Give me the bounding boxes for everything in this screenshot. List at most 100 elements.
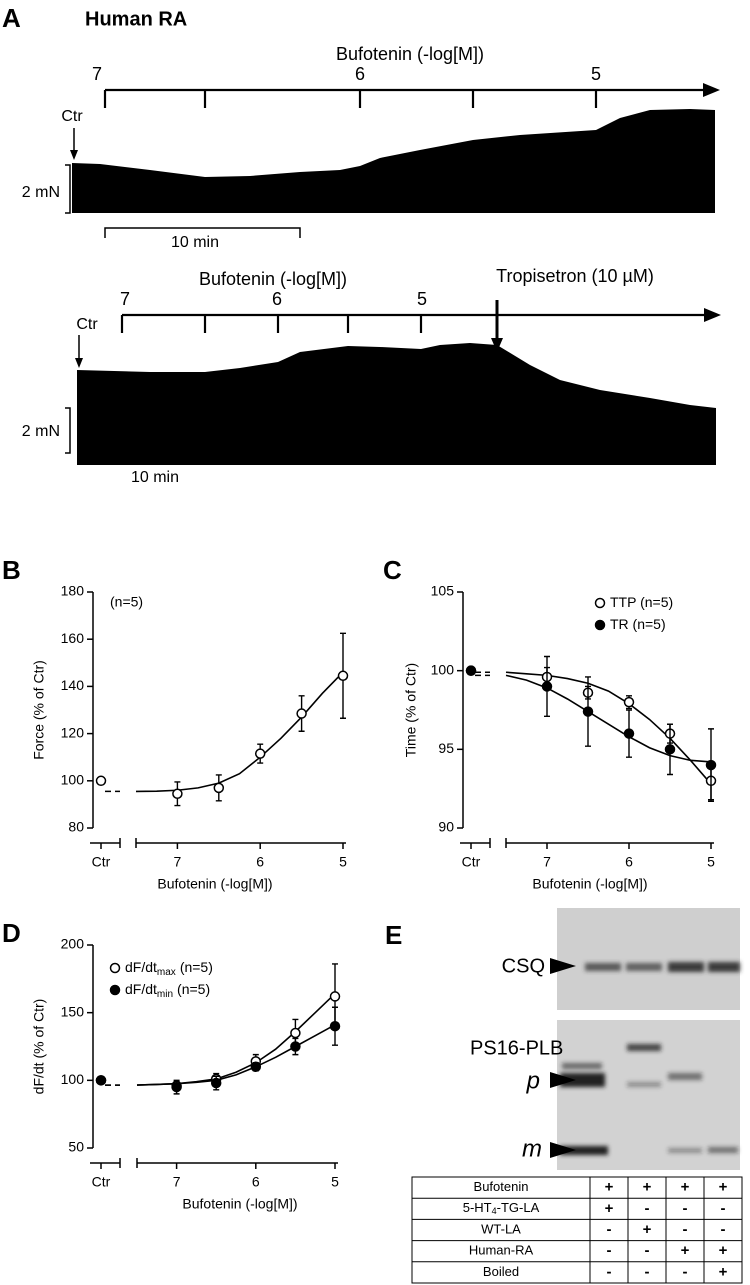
y-tick-label: 160 xyxy=(61,630,85,646)
fit-curve xyxy=(505,674,712,763)
x-axis xyxy=(136,1158,338,1168)
dose-label: 7 xyxy=(92,64,102,84)
dose-label: 5 xyxy=(591,64,601,84)
legend-label: dF/dtmax (n=5) xyxy=(125,959,213,978)
table-border xyxy=(411,1176,743,1284)
time-label: 10 min xyxy=(131,469,179,486)
scale-label: 2 mN xyxy=(22,423,60,440)
y-tick-label: 100 xyxy=(61,1071,85,1087)
drug-arrow xyxy=(491,300,503,352)
x-tick-label: Ctr xyxy=(92,1174,111,1190)
table-cell: + xyxy=(719,1179,728,1196)
x-tick-label: 7 xyxy=(543,854,551,870)
dose-label: 5 xyxy=(417,289,427,309)
y-tick-label: 180 xyxy=(61,583,85,599)
marker xyxy=(623,728,635,739)
marker xyxy=(254,748,266,759)
legend-note: (n=5) xyxy=(177,981,210,997)
row-label: Boiled xyxy=(483,1264,519,1279)
dose-label: 6 xyxy=(272,289,282,309)
row-label: WT-LA xyxy=(481,1221,521,1236)
axis-label: Bufotenin (-log[M]) xyxy=(336,44,484,64)
marker xyxy=(541,681,553,692)
y-tick-label: 150 xyxy=(61,1003,85,1019)
y-axis-title: dF/dt (% of Ctr) xyxy=(31,999,47,1095)
band-label: CSQ xyxy=(502,955,545,977)
legend-marker xyxy=(109,962,121,974)
table-cell: + xyxy=(681,1179,690,1196)
panel-label: A xyxy=(2,3,21,33)
band-arrow xyxy=(550,958,576,974)
fit-curve xyxy=(505,671,712,785)
y-tick-label: 140 xyxy=(61,677,85,693)
legend-name: dF/dt xyxy=(125,981,157,997)
marker xyxy=(95,1075,107,1086)
x-tick-label: Ctr xyxy=(462,854,481,870)
marker xyxy=(213,782,225,794)
band-label: PS16-PLB xyxy=(470,1037,563,1059)
force-trace xyxy=(72,109,715,213)
table-cell: + xyxy=(681,1242,690,1259)
gel-blot xyxy=(557,908,740,1170)
table-cell: + xyxy=(605,1179,614,1196)
y-axis-title: Time (% of Ctr) xyxy=(403,663,419,757)
marker xyxy=(337,670,349,682)
legend-name: dF/dt xyxy=(125,959,157,975)
legend-name: TR (n=5) xyxy=(610,616,666,632)
table-cell: - xyxy=(645,1200,650,1217)
table-cell: - xyxy=(683,1263,688,1280)
control-arrow xyxy=(75,335,83,368)
table-cell: - xyxy=(607,1221,612,1238)
condition-table: Bufotenin + + + +5-HT4-TG-LA + - - - WT-LA - + - - Hum… xyxy=(411,1176,743,1284)
marker xyxy=(705,759,717,771)
x-axis-control xyxy=(90,1158,121,1169)
x-tick-label: Ctr xyxy=(92,854,111,870)
legend-label: TR (n=5) xyxy=(610,616,666,632)
table-cell: + xyxy=(643,1179,652,1196)
y-tick-label: 100 xyxy=(431,661,455,677)
band-label: m xyxy=(522,1135,542,1162)
table-cell: - xyxy=(683,1200,688,1217)
legend-subscript: min xyxy=(157,989,173,1000)
panel-title: Human RA xyxy=(85,8,187,30)
x-axis-title: Bufotenin (-log[M]) xyxy=(182,1196,297,1212)
x-tick-label: 6 xyxy=(252,1174,260,1190)
panel-label: E xyxy=(385,920,402,950)
x-axis-control xyxy=(90,838,121,849)
axis-label: Bufotenin (-log[M]) xyxy=(199,269,347,289)
table-cell: - xyxy=(607,1242,612,1259)
table-cell: - xyxy=(645,1242,650,1259)
y-axis-title: Force (% of Ctr) xyxy=(31,660,47,760)
x-axis xyxy=(135,838,346,848)
table-cell: - xyxy=(721,1200,726,1217)
table-cell: + xyxy=(719,1263,728,1280)
time-bar xyxy=(107,455,206,464)
control-label: Ctr xyxy=(76,316,98,333)
panel-label: C xyxy=(383,555,402,585)
legend-marker xyxy=(109,984,121,996)
y-tick-label: 50 xyxy=(68,1139,84,1155)
x-tick-label: 6 xyxy=(256,854,264,870)
legend-label: TTP (n=5) xyxy=(610,594,673,610)
marker xyxy=(582,706,594,717)
y-tick-label: 90 xyxy=(438,819,454,835)
y-tick-label: 95 xyxy=(438,740,454,756)
table-cell: + xyxy=(643,1221,652,1238)
drug-label: Tropisetron (10 µM) xyxy=(496,266,654,286)
band-label: p xyxy=(526,1067,540,1094)
dose-axis xyxy=(120,308,721,333)
table-cell: - xyxy=(607,1263,612,1280)
table-cell: - xyxy=(721,1221,726,1238)
row-label-sub: 4 xyxy=(492,1206,497,1216)
legend-marker xyxy=(594,619,606,631)
time-bar xyxy=(104,227,301,238)
x-axis xyxy=(505,838,714,848)
legend-label: dF/dtmin (n=5) xyxy=(125,981,210,1000)
fit-curve xyxy=(136,1024,336,1086)
marker xyxy=(329,991,341,1002)
scale-bar xyxy=(65,407,71,454)
row-label-text: 5-HT xyxy=(463,1200,492,1215)
x-axis-title: Bufotenin (-log[M]) xyxy=(157,876,272,892)
band-arrow xyxy=(550,1142,576,1158)
